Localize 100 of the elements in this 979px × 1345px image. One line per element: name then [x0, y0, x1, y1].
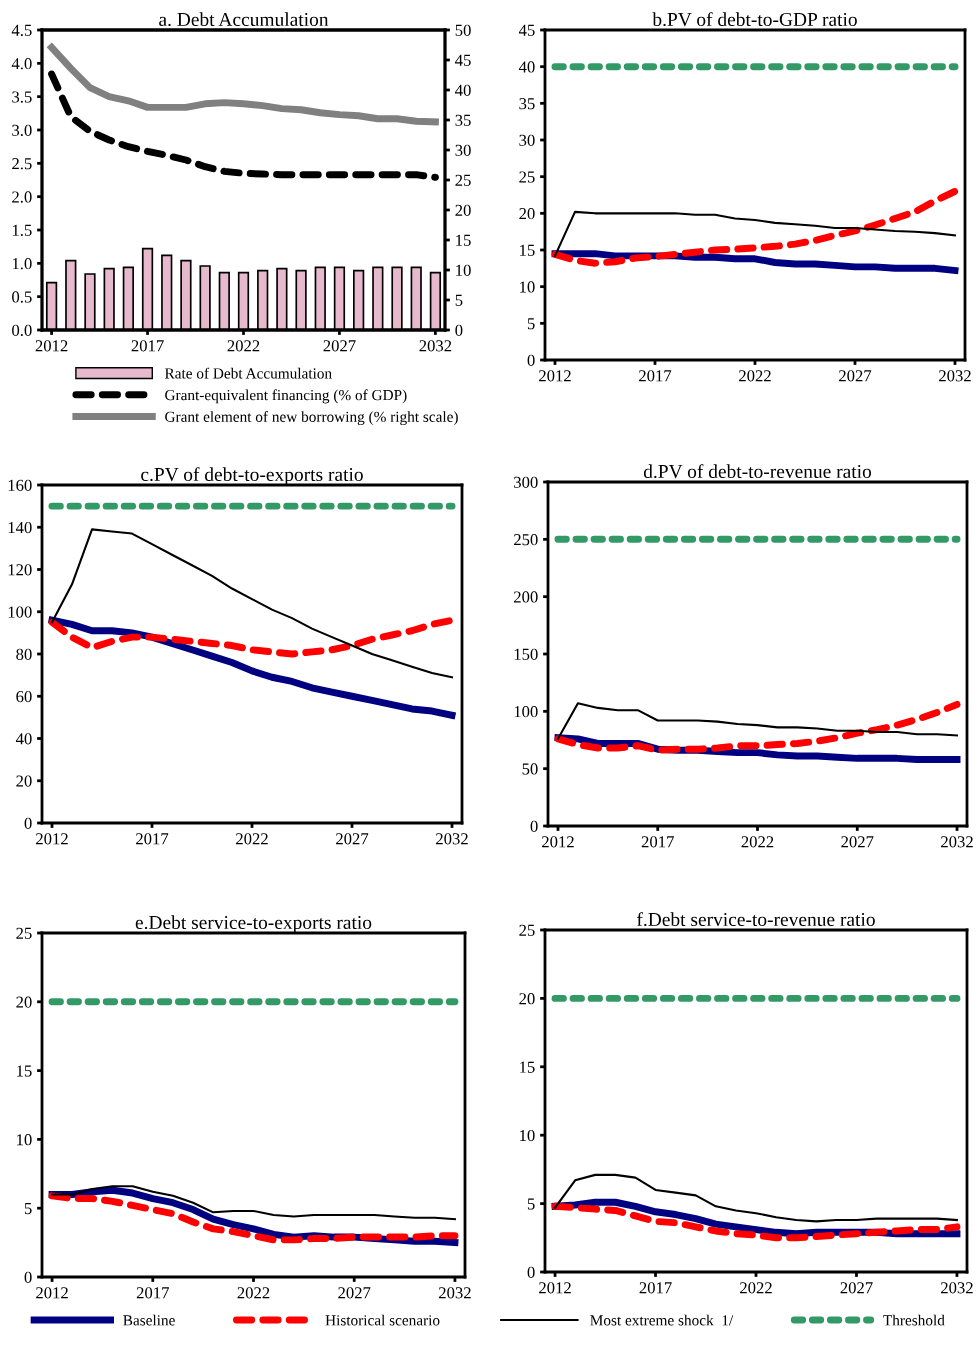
y-tick-label: 2.5	[12, 158, 32, 170]
chart-title: d.PV of debt-to-revenue ratio	[643, 464, 872, 479]
chart-title: f.Debt service-to-revenue ratio	[637, 912, 875, 927]
y-tick-label: 10	[520, 281, 535, 293]
x-tick-label: 2012	[36, 1287, 68, 1299]
y-tick-label: 10	[17, 1134, 32, 1146]
y-tick-label: 5	[527, 318, 535, 330]
y2-tick-label: 25	[455, 174, 471, 186]
x-tick-label: 2032	[438, 1287, 471, 1299]
y-tick-label: 15	[17, 1065, 32, 1077]
x-tick-label: 2022	[227, 340, 260, 352]
x-tick-label: 2017	[131, 340, 164, 352]
x-tick-label: 2012	[539, 370, 571, 382]
y-tick-label: 0.0	[12, 324, 32, 337]
y-tick-label: 50	[522, 763, 538, 775]
chart-title: b.PV of debt-to-GDP ratio	[652, 12, 857, 27]
x-tick-label: 2032	[939, 370, 971, 382]
legend-label: Baseline	[123, 1314, 175, 1326]
y2-tick-label: 40	[455, 84, 471, 96]
y-tick-label: 100	[8, 606, 32, 618]
x-tick-label: 2017	[136, 1287, 169, 1299]
x-tick-label: 2022	[236, 833, 268, 845]
x-tick-label: 2017	[136, 833, 169, 845]
y2-tick-label: 30	[455, 144, 471, 156]
x-tick-label: 2032	[941, 836, 973, 848]
y-tick-label: 4.0	[11, 58, 32, 70]
x-tick-label: 2027	[841, 836, 874, 848]
legend-label: Historical scenario	[325, 1314, 440, 1326]
x-tick-label: 2012	[542, 836, 574, 848]
y-tick-label: 25	[16, 927, 32, 939]
legend-label: Grant element of new borrowing (% right scale)	[165, 411, 458, 426]
line-series	[51, 1185, 456, 1221]
y-tick-label: 200	[514, 591, 538, 603]
y-tick-label: 160	[8, 479, 32, 491]
line-series	[554, 1173, 958, 1223]
y-tick-label: 5	[24, 1203, 32, 1215]
y-tick-label: 10	[520, 1129, 535, 1142]
y-tick-label: 40	[15, 733, 32, 745]
y2-tick-label: 5	[455, 294, 463, 306]
y-tick-label: 25	[519, 171, 535, 183]
y-tick-label: 40	[518, 61, 535, 73]
y-tick-label: 2.0	[12, 191, 32, 203]
x-tick-label: 2027	[323, 340, 356, 352]
y2-tick-label: 15	[456, 234, 471, 246]
y-tick-label: 150	[514, 648, 538, 660]
y-tick-label: 20	[519, 208, 535, 220]
y-tick-label: 250	[514, 534, 538, 546]
y-tick-label: 20	[519, 993, 535, 1005]
y-tick-label: 0	[527, 1266, 535, 1278]
y-tick-label: 15	[520, 1061, 535, 1073]
y-tick-label: 30	[519, 134, 535, 146]
x-tick-label: 2027	[839, 370, 872, 382]
y-tick-label: 60	[16, 690, 32, 703]
chart-title: a. Debt Accumulation	[159, 12, 329, 27]
x-tick-label: 2032	[419, 340, 452, 352]
y-tick-label: 15	[520, 244, 535, 256]
x-tick-label: 2017	[639, 370, 672, 382]
legend-label: Rate of Debt Accumulation	[164, 367, 332, 379]
chart-title: e.Debt service-to-exports ratio	[135, 915, 372, 933]
y-tick-label: 0	[24, 1271, 32, 1283]
x-tick-label: 2022	[741, 836, 774, 848]
x-tick-label: 2012	[36, 833, 68, 845]
x-tick-label: 2012	[539, 1282, 571, 1294]
line-series	[553, 210, 957, 257]
y-tick-label: 300	[514, 476, 538, 488]
legend-label: Threshold	[883, 1314, 945, 1326]
legend-label: Grant-equivalent financing (% of GDP)	[165, 389, 407, 404]
y-tick-label: 45	[518, 24, 535, 36]
y-tick-label: 1.0	[12, 258, 32, 270]
y-tick-label: 25	[519, 924, 535, 936]
y-tick-label: 0	[530, 820, 538, 832]
legend-label: Most extreme shock 1/	[590, 1314, 734, 1326]
y2-tick-label: 35	[455, 114, 471, 126]
y-tick-label: 20	[16, 775, 32, 787]
x-tick-label: 2032	[941, 1282, 973, 1294]
y-tick-label: 0.5	[12, 291, 32, 303]
y2-tick-label: 20	[455, 204, 471, 216]
y2-tick-label: 50	[455, 24, 471, 36]
y-tick-label: 5	[527, 1198, 535, 1210]
y-tick-label: 3.0	[12, 124, 32, 137]
y-tick-label: 80	[16, 648, 32, 660]
x-tick-label: 2017	[639, 1282, 672, 1294]
y-tick-label: 4.5	[11, 24, 32, 37]
x-tick-label: 2022	[237, 1287, 270, 1299]
y2-tick-label: 0	[455, 324, 463, 336]
y-tick-label: 100	[514, 706, 538, 718]
line-series	[50, 528, 454, 679]
chart-title: c.PV of debt-to-exports ratio	[141, 467, 363, 485]
x-tick-label: 2022	[740, 1282, 772, 1294]
y-tick-label: 0	[527, 354, 535, 366]
y2-tick-label: 45	[455, 54, 471, 66]
x-tick-label: 2027	[840, 1282, 873, 1294]
y-tick-label: 120	[8, 564, 32, 576]
line-series	[556, 702, 959, 740]
x-tick-label: 2027	[336, 833, 369, 845]
y-tick-label: 3.5	[12, 91, 32, 103]
y-tick-label: 0	[24, 817, 32, 829]
y-tick-label: 20	[16, 996, 32, 1008]
y-tick-label: 1.5	[12, 224, 32, 237]
x-tick-label: 2017	[641, 836, 674, 848]
